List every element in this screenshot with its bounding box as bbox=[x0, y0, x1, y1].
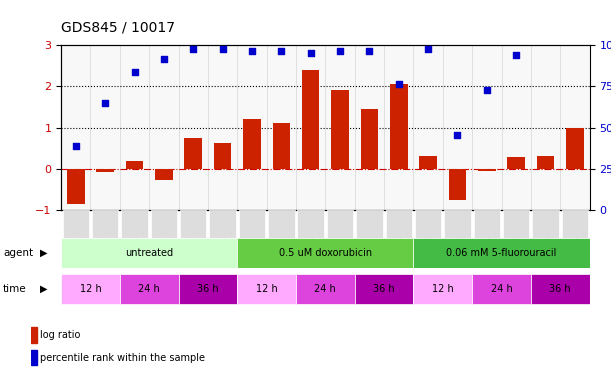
FancyBboxPatch shape bbox=[474, 210, 500, 238]
Point bbox=[306, 50, 315, 56]
Bar bbox=[155, 169, 173, 180]
Bar bbox=[31, 350, 37, 365]
Bar bbox=[390, 84, 408, 169]
FancyBboxPatch shape bbox=[237, 274, 296, 304]
FancyBboxPatch shape bbox=[61, 274, 120, 304]
Point bbox=[335, 48, 345, 54]
Point bbox=[188, 46, 198, 52]
Point bbox=[482, 87, 492, 93]
Bar bbox=[67, 169, 84, 204]
Text: time: time bbox=[3, 284, 27, 294]
Text: 12 h: 12 h bbox=[79, 284, 101, 294]
Text: percentile rank within the sample: percentile rank within the sample bbox=[40, 352, 205, 363]
Point bbox=[365, 48, 375, 54]
Point bbox=[276, 48, 286, 54]
Text: 36 h: 36 h bbox=[197, 284, 219, 294]
Text: untreated: untreated bbox=[125, 248, 174, 258]
Point bbox=[247, 48, 257, 54]
Bar bbox=[185, 138, 202, 169]
FancyBboxPatch shape bbox=[355, 274, 414, 304]
Bar bbox=[419, 156, 437, 169]
FancyBboxPatch shape bbox=[151, 210, 177, 238]
FancyBboxPatch shape bbox=[503, 210, 529, 238]
Text: 0.5 uM doxorubicin: 0.5 uM doxorubicin bbox=[279, 248, 372, 258]
Text: log ratio: log ratio bbox=[40, 330, 81, 340]
FancyBboxPatch shape bbox=[210, 210, 236, 238]
FancyBboxPatch shape bbox=[298, 210, 324, 238]
Point bbox=[453, 132, 463, 138]
FancyBboxPatch shape bbox=[386, 210, 412, 238]
FancyBboxPatch shape bbox=[415, 210, 441, 238]
FancyBboxPatch shape bbox=[180, 210, 207, 238]
Bar bbox=[507, 157, 525, 169]
Text: 24 h: 24 h bbox=[315, 284, 336, 294]
FancyBboxPatch shape bbox=[414, 238, 590, 268]
FancyBboxPatch shape bbox=[237, 238, 414, 268]
FancyBboxPatch shape bbox=[532, 210, 559, 238]
Text: 12 h: 12 h bbox=[432, 284, 454, 294]
Bar bbox=[97, 169, 114, 172]
Bar bbox=[566, 128, 584, 169]
Point bbox=[159, 56, 169, 62]
FancyBboxPatch shape bbox=[120, 274, 178, 304]
FancyBboxPatch shape bbox=[414, 274, 472, 304]
FancyBboxPatch shape bbox=[444, 210, 470, 238]
Bar bbox=[537, 156, 554, 169]
Bar bbox=[448, 169, 466, 200]
Point bbox=[218, 46, 227, 52]
Point bbox=[71, 143, 81, 149]
Bar bbox=[360, 109, 378, 169]
Bar bbox=[214, 143, 232, 169]
FancyBboxPatch shape bbox=[122, 210, 148, 238]
Text: 12 h: 12 h bbox=[256, 284, 277, 294]
Point bbox=[394, 81, 404, 87]
Bar bbox=[243, 119, 261, 169]
Text: agent: agent bbox=[3, 248, 33, 258]
Text: ▶: ▶ bbox=[40, 284, 47, 294]
FancyBboxPatch shape bbox=[178, 274, 237, 304]
Text: ▶: ▶ bbox=[40, 248, 47, 258]
Bar bbox=[478, 169, 496, 171]
FancyBboxPatch shape bbox=[531, 274, 590, 304]
FancyBboxPatch shape bbox=[268, 210, 295, 238]
Text: GDS845 / 10017: GDS845 / 10017 bbox=[61, 21, 175, 34]
FancyBboxPatch shape bbox=[92, 210, 119, 238]
FancyBboxPatch shape bbox=[472, 274, 531, 304]
Bar bbox=[31, 327, 37, 343]
Bar bbox=[302, 70, 320, 169]
Point bbox=[100, 100, 110, 106]
FancyBboxPatch shape bbox=[239, 210, 265, 238]
Text: 36 h: 36 h bbox=[373, 284, 395, 294]
Text: 24 h: 24 h bbox=[491, 284, 513, 294]
FancyBboxPatch shape bbox=[296, 274, 355, 304]
FancyBboxPatch shape bbox=[61, 238, 237, 268]
FancyBboxPatch shape bbox=[356, 210, 382, 238]
Bar bbox=[331, 90, 349, 169]
Point bbox=[511, 53, 521, 58]
Text: 36 h: 36 h bbox=[549, 284, 571, 294]
FancyBboxPatch shape bbox=[327, 210, 353, 238]
Bar bbox=[126, 161, 144, 169]
Point bbox=[423, 46, 433, 52]
Text: 0.06 mM 5-fluorouracil: 0.06 mM 5-fluorouracil bbox=[447, 248, 557, 258]
FancyBboxPatch shape bbox=[62, 210, 89, 238]
Bar bbox=[273, 123, 290, 169]
FancyBboxPatch shape bbox=[562, 210, 588, 238]
Point bbox=[130, 69, 139, 75]
Text: 24 h: 24 h bbox=[138, 284, 160, 294]
